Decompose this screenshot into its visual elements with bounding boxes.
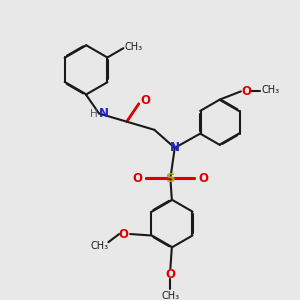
Text: O: O <box>119 227 129 241</box>
Text: N: N <box>99 107 109 120</box>
Text: O: O <box>165 268 176 281</box>
Text: O: O <box>140 94 150 106</box>
Text: N: N <box>170 141 180 154</box>
Text: O: O <box>133 172 142 185</box>
Text: S: S <box>166 172 175 185</box>
Text: CH₃: CH₃ <box>91 241 109 251</box>
Text: O: O <box>242 85 252 98</box>
Text: O: O <box>198 172 208 185</box>
Text: CH₃: CH₃ <box>262 85 280 95</box>
Text: CH₃: CH₃ <box>161 291 179 300</box>
Text: H: H <box>90 109 98 118</box>
Text: CH₃: CH₃ <box>124 42 142 52</box>
